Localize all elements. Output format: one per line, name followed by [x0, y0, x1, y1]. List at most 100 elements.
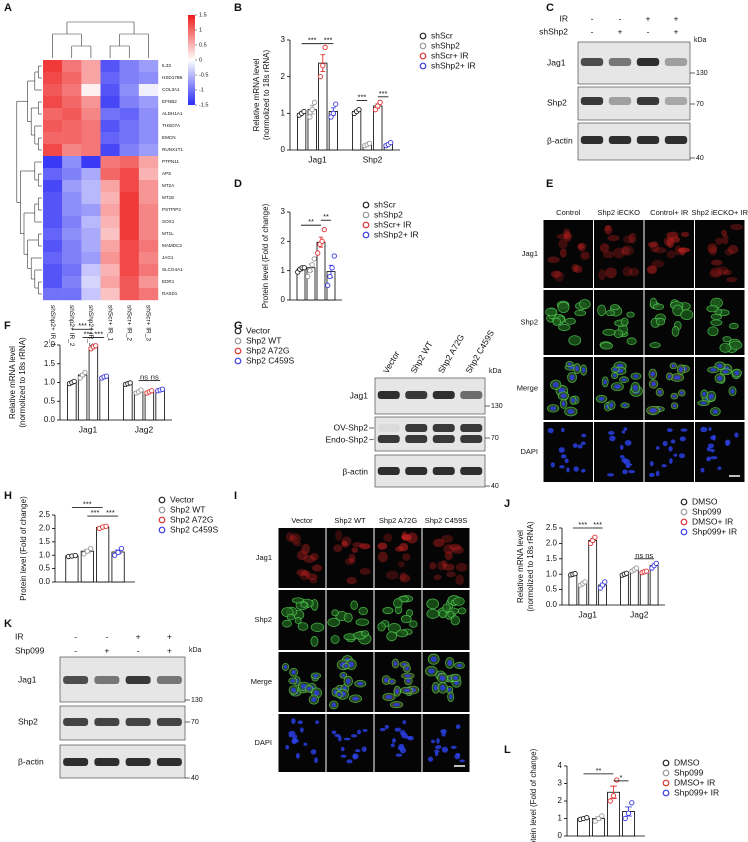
cell-signal — [359, 543, 371, 550]
color-bar-label: 1.5 — [199, 12, 207, 18]
nucleus — [290, 679, 296, 683]
nucleus — [560, 393, 567, 399]
cell-signal — [709, 246, 717, 256]
blot-band — [377, 435, 400, 443]
heatmap-cell — [43, 228, 63, 241]
data-point — [582, 579, 588, 585]
data-point — [309, 262, 315, 268]
nucleus — [633, 374, 639, 378]
data-point — [653, 560, 659, 567]
row-label: DAPI — [520, 447, 538, 456]
cell-signal — [709, 269, 721, 279]
row-label: Jag1 — [350, 390, 369, 400]
heatmap-cell — [119, 72, 140, 85]
micrograph — [422, 714, 470, 772]
blot-band — [664, 58, 688, 66]
y-tick-label: 3 — [281, 207, 286, 216]
header-mark: + — [167, 631, 172, 641]
header-mark: - — [591, 26, 594, 36]
cell-signal — [719, 342, 732, 353]
cell-signal — [386, 631, 398, 642]
heatmap-cell — [81, 264, 101, 277]
cell-signal — [726, 277, 738, 283]
heatmap-cell — [119, 60, 140, 73]
blot-band — [63, 758, 89, 766]
y-tick-label: 2.5 — [39, 510, 51, 519]
bar — [144, 391, 155, 421]
cell-signal — [310, 636, 319, 647]
cell-signal — [671, 326, 680, 337]
heatmap-cell — [119, 252, 140, 265]
nucleus — [403, 688, 410, 693]
legend-label: shScr — [431, 30, 453, 40]
nucleus — [672, 404, 677, 408]
cell-signal — [647, 265, 657, 274]
nucleus — [734, 432, 739, 438]
nucleus — [679, 436, 686, 442]
cell-signal — [305, 573, 318, 581]
heatmap-cell — [119, 192, 140, 205]
blot-band — [377, 467, 400, 475]
heatmap-cell — [119, 288, 140, 301]
cell-signal — [609, 304, 620, 311]
nucleus — [357, 729, 361, 735]
cell-signal — [553, 271, 565, 282]
data-point — [366, 140, 373, 147]
nucleus — [669, 458, 673, 464]
row-label: HSD17B6 — [162, 75, 183, 80]
micrograph — [644, 220, 694, 288]
row-label: β-actin — [547, 135, 573, 145]
cell-signal — [707, 326, 719, 337]
nucleus — [710, 448, 715, 453]
cell-signal — [710, 259, 723, 266]
nucleus — [291, 718, 296, 724]
nucleus — [649, 461, 654, 467]
heatmap-cell — [100, 84, 120, 97]
row-label: MT1L — [162, 231, 174, 236]
y-tick-label: 2.0 — [546, 539, 558, 548]
color-bar-label: 0.5 — [199, 42, 207, 48]
legend-label: DMSO+ IR — [674, 777, 715, 787]
cell-signal — [448, 543, 462, 551]
cell-signal — [442, 603, 451, 613]
cell-signal — [666, 237, 675, 248]
heatmap-cell — [119, 144, 140, 157]
cell-signal — [399, 572, 407, 581]
heatmap-cell — [43, 180, 63, 193]
y-axis-label: Relative mRNA level — [252, 58, 261, 131]
row-label: EDR1 — [162, 279, 175, 284]
header-label: Shp099 — [15, 645, 45, 655]
cell-signal — [349, 557, 356, 565]
cell-signal — [433, 538, 445, 548]
bar — [297, 112, 307, 151]
panel-letter: C — [546, 2, 554, 14]
data-point — [325, 282, 331, 288]
y-tick-label: 3 — [281, 35, 286, 44]
label-arrow — [368, 438, 375, 441]
row-label: Jag1 — [256, 553, 272, 562]
nucleus — [343, 737, 351, 741]
heatmap-cell — [138, 84, 159, 97]
nucleus — [454, 753, 461, 760]
nucleus — [662, 440, 668, 447]
significance-label: *** — [324, 36, 333, 45]
cell-signal — [286, 613, 295, 621]
cell-signal — [547, 256, 560, 263]
micrograph — [594, 422, 644, 482]
data-point — [592, 818, 598, 824]
nucleus — [668, 446, 673, 452]
row-label: Jag1 — [547, 57, 566, 67]
legend-label: shShp2 — [431, 40, 460, 50]
cell-signal — [578, 299, 591, 310]
heatmap-cell — [81, 204, 101, 217]
blot-band — [636, 136, 660, 144]
heatmap-cell — [119, 108, 140, 121]
row-label: Shp2 — [547, 97, 567, 107]
blot-band — [94, 718, 120, 726]
nucleus — [311, 696, 317, 703]
legend-marker — [362, 221, 370, 229]
nucleus — [431, 739, 435, 744]
cell-signal — [679, 247, 686, 256]
data-point — [572, 570, 578, 577]
heatmap-cell — [119, 180, 140, 193]
